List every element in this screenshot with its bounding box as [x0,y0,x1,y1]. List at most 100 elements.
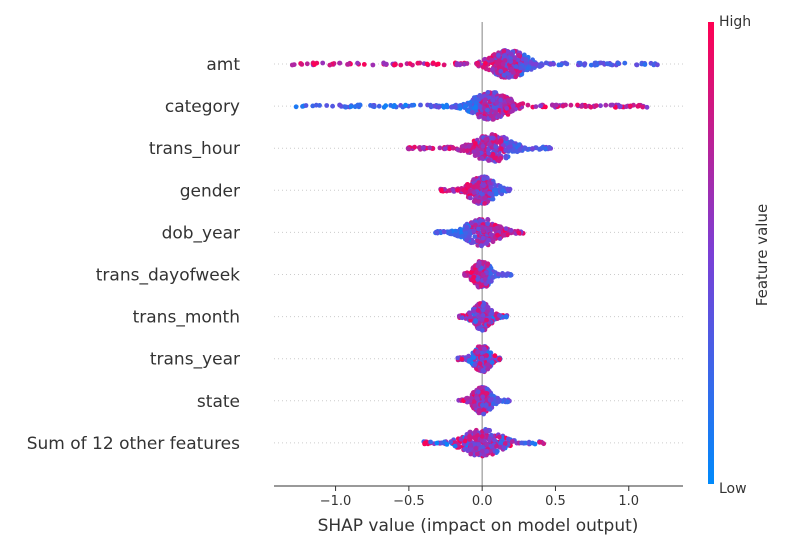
feature-label: dob_year [162,223,240,243]
shap-dot [462,273,468,278]
shap-dot [458,436,464,442]
shap-dot [475,396,480,402]
colorbar-high-label: High [719,14,751,30]
shap-dot [434,230,440,236]
shap-dot [489,192,495,197]
shap-dot [489,360,495,365]
shap-dot [428,439,433,445]
shap-dot [485,221,491,227]
shap-dot [448,439,454,445]
shap-dot [487,448,493,454]
shap-dot [480,316,486,322]
shap-dot [475,389,481,395]
shap-dot [485,262,490,267]
shap-dot [516,52,522,58]
shap-dot [479,225,485,230]
shap-dot [475,62,480,68]
shap-dot [501,232,506,238]
shap-dot [604,61,610,66]
shap-dot [635,103,641,109]
shap-dot [471,399,477,405]
shap-dot [490,239,496,245]
feature-label: state [197,392,240,412]
shap-dot [480,368,486,374]
shap-dot [293,104,299,110]
shap-dot [464,237,470,243]
shap-dot [469,109,475,115]
shap-dot [482,346,487,352]
shap-dot [468,442,474,448]
shap-dot [498,69,504,74]
shap-dot [483,137,489,142]
shap-dot [525,102,531,108]
shap-dot [493,144,499,150]
shap-dot [489,135,495,141]
shap-dot [471,308,476,314]
shap-dot [403,102,408,108]
shap-dot [489,311,495,316]
shap-dot [383,61,389,67]
shap-dot [485,362,491,368]
feature-label: amt [206,55,240,75]
shap-dot [490,151,496,157]
shap-dot [497,313,502,318]
shap-dot [496,434,502,440]
colorbar-title: Feature value [753,204,771,306]
shap-dot [504,71,510,76]
shap-dot [538,103,543,109]
shap-dot [420,145,426,151]
shap-dot [512,55,518,60]
shap-dot [508,139,513,145]
shap-dot [444,442,450,447]
shap-dot [392,103,397,108]
feature-label: trans_hour [149,139,240,159]
x-tick-label: 0.5 [545,494,566,509]
x-tick-label: −1.0 [320,494,352,509]
shap-dot [481,115,487,121]
shap-dot [468,451,474,457]
shap-dot [482,276,488,282]
shap-dot [577,60,583,66]
shap-dot [485,305,491,310]
shap-dot [495,232,500,238]
shap-dot [491,116,496,122]
shap-dot [501,188,506,194]
shap-dot [455,147,461,153]
shap-dot [510,108,516,114]
shap-dot [642,62,648,67]
shap-dot [463,230,469,236]
shap-dot [441,62,447,68]
shap-dot [503,226,509,232]
shap-dot [516,230,522,236]
shap-dot [484,449,490,454]
shap-dot [324,103,330,108]
shap-dot [553,102,559,108]
shap-dot [492,155,498,161]
shap-dot [473,222,478,228]
shap-dot [355,102,361,108]
shap-dot [480,402,485,408]
shap-dot [464,396,469,401]
shap-dot [457,62,463,68]
shap-dot [480,303,486,309]
shap-dot [475,238,481,244]
shap-dot [480,327,485,333]
shap-dot [469,220,475,226]
shap-dot [644,104,650,110]
shap-dot [484,441,490,447]
shap-dot [476,226,481,232]
shap-dot [478,113,484,119]
shap-dot [480,143,486,149]
shap-dot [492,437,497,443]
shap-dot [435,61,441,67]
shap-dot [457,103,463,108]
shap-dot [468,314,473,320]
shap-dot [486,150,492,156]
shap-dot [466,108,471,114]
feature-label: trans_dayofweek [96,266,240,286]
shap-dot [592,60,598,66]
shap-dot [464,148,470,154]
shap-dot [490,275,496,280]
shap-dot [498,440,504,445]
shap-dot [472,95,478,101]
